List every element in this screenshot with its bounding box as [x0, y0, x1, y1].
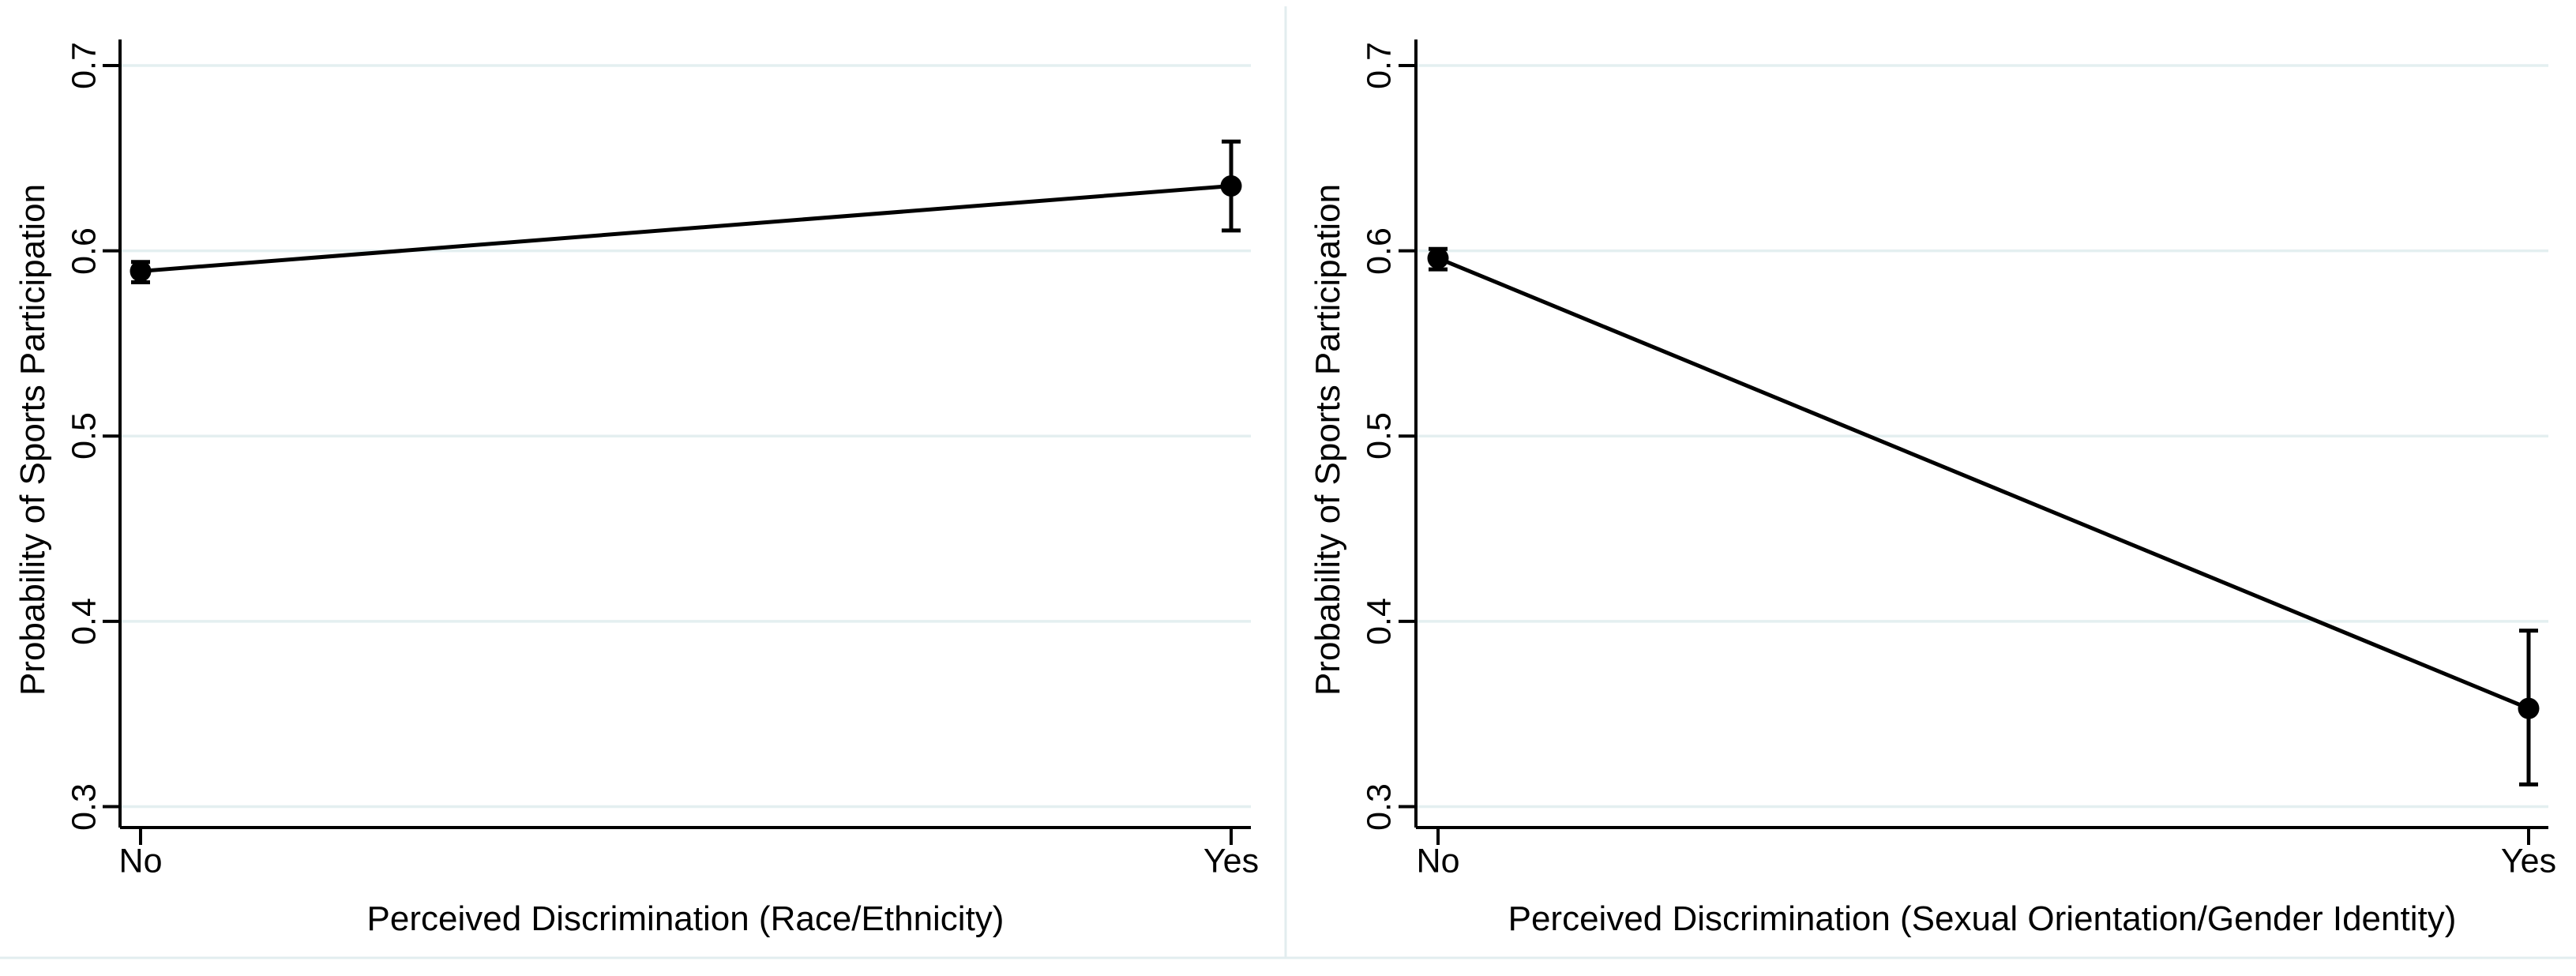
y-tick-label: 0.5	[65, 412, 103, 460]
right-y-axis-title: Probability of Sports Participation	[1309, 183, 1347, 696]
left-y-axis-title: Probability of Sports Participation	[13, 183, 52, 696]
y-tick-label: 0.4	[1360, 597, 1399, 645]
y-tick-label: 0.4	[65, 597, 103, 645]
y-tick-label: 0.7	[1360, 42, 1399, 89]
right-x-axis-title: Perceived Discrimination (Sexual Orienta…	[1508, 899, 2457, 938]
left-x-axis-title: Perceived Discrimination (Race/Ethnicity…	[366, 899, 1004, 938]
x-category-label: No	[1416, 842, 1460, 880]
y-tick-label: 0.5	[1360, 412, 1399, 460]
y-tick-label: 0.6	[65, 227, 103, 275]
data-point	[2518, 697, 2540, 719]
x-category-label: Yes	[2500, 842, 2557, 880]
x-category-label: Yes	[1203, 842, 1260, 880]
y-tick-label: 0.3	[65, 783, 103, 831]
trend-line	[138, 184, 1234, 273]
data-point	[130, 260, 152, 282]
y-tick-label: 0.6	[1360, 227, 1399, 275]
data-point	[1220, 175, 1242, 197]
x-category-label: No	[118, 842, 163, 880]
y-tick-label: 0.3	[1360, 783, 1399, 831]
trend-line	[1436, 256, 2531, 711]
y-tick-label: 0.7	[65, 42, 103, 89]
data-point	[1427, 247, 1449, 269]
